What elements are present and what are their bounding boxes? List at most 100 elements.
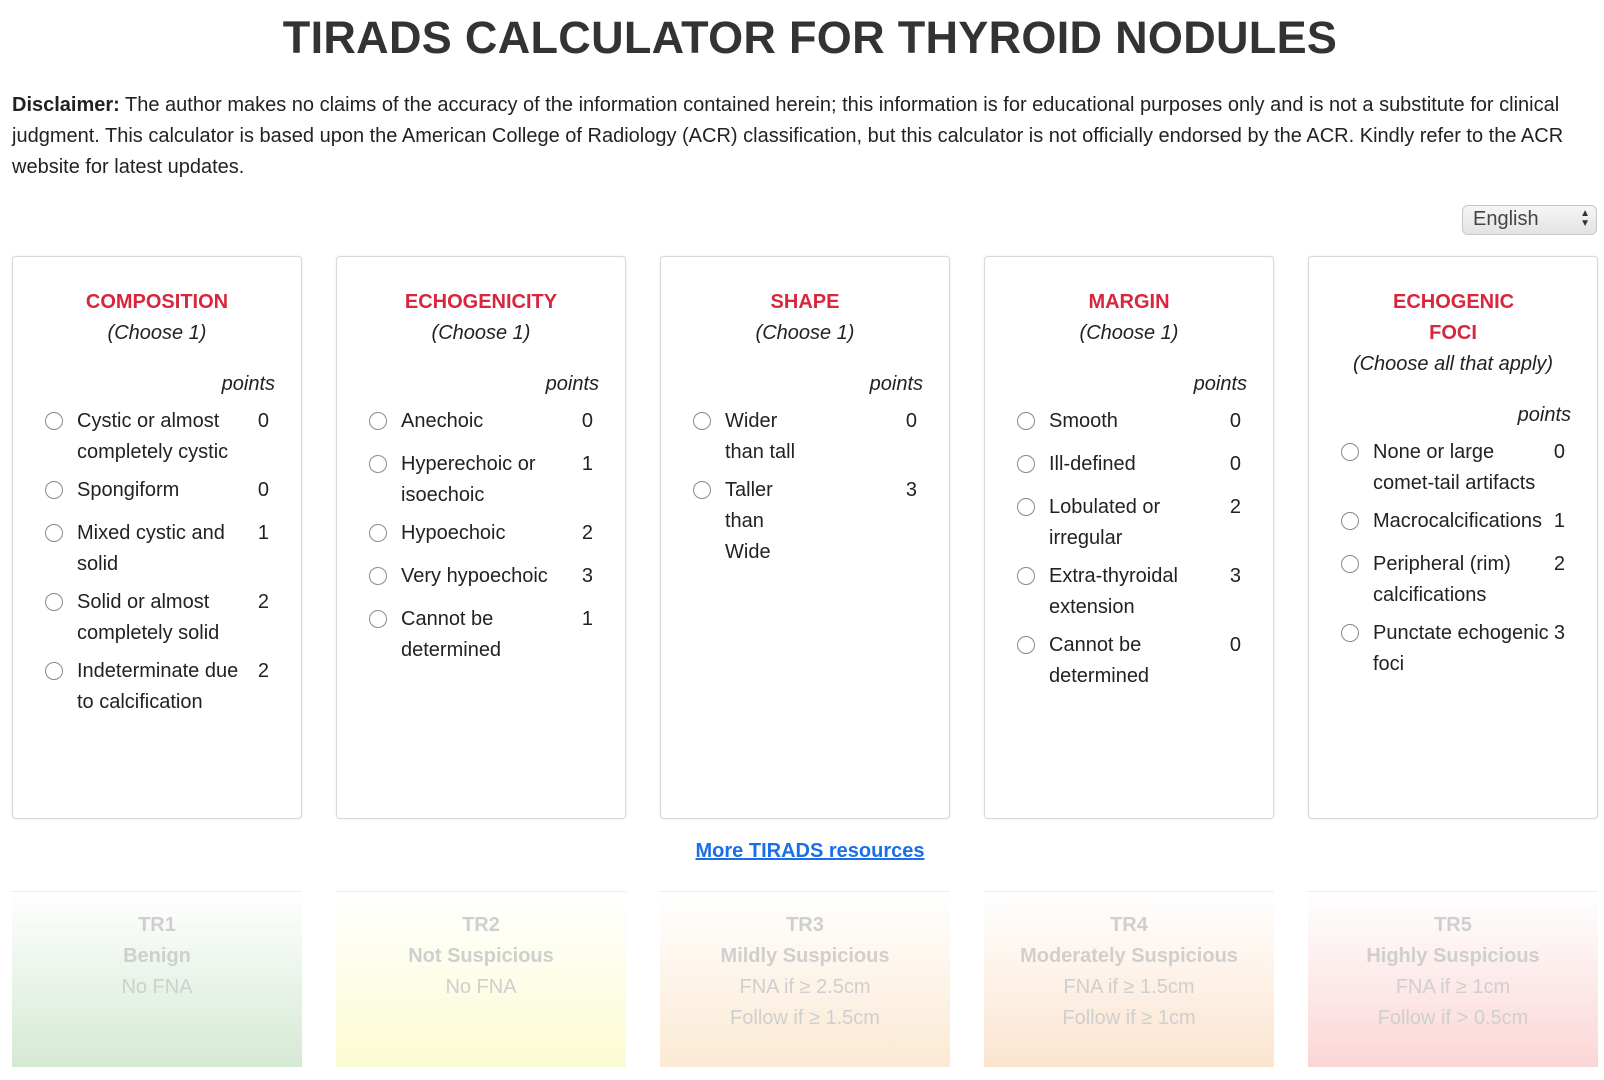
tr-recommendation: No FNA <box>445 976 517 998</box>
option-points: 3 <box>1229 565 1241 587</box>
option-label: Cannot be determined <box>1049 634 1150 687</box>
option-points: 0 <box>1229 410 1241 432</box>
checkbox-button[interactable] <box>1341 512 1359 530</box>
radio-button[interactable] <box>1017 412 1035 430</box>
option-wider-than-tall[interactable]: Wider than tall 0 <box>661 406 949 468</box>
tr-name: Mildly Suspicious <box>720 945 890 967</box>
disclaimer-label: Disclaimer: <box>12 94 120 116</box>
radio-button[interactable] <box>693 481 711 499</box>
card-header: ECHOGENIC FOCI (Choose all that apply) <box>1309 257 1597 380</box>
option-cystic-or-almost-completely-cystic[interactable]: Cystic or almost completely cystic 0 <box>13 406 301 468</box>
option-points: 0 <box>257 410 269 432</box>
option-punctate-echogenic-foci[interactable]: Punctate echogenic foci 3 <box>1309 618 1597 680</box>
tr-level-tr1: TR1 Benign No FNA <box>12 891 302 1067</box>
language-selected: English <box>1473 208 1539 230</box>
option-points: 1 <box>581 453 593 475</box>
tr-level-tr4: TR4 Moderately Suspicious FNA if ≥ 1.5cm Fo… <box>984 891 1274 1067</box>
option-none-or-large-comet-tail-artifacts[interactable]: None or large comet-tail artifacts 0 <box>1309 437 1597 499</box>
option-label: Spongiform <box>77 479 180 501</box>
option-peripheral-rim-calcifications[interactable]: Peripheral (rim) calcifications 2 <box>1309 549 1597 611</box>
option-cannot-be-determined[interactable]: Cannot be determined 1 <box>337 604 625 666</box>
card-title: SHAPE <box>770 291 840 313</box>
option-indeterminate-due-to-calcification[interactable]: Indeterminate due to calcification 2 <box>13 656 301 718</box>
option-hyperechoic-or-isoechoic[interactable]: Hyperechoic or isoechoic 1 <box>337 449 625 511</box>
card-shape: SHAPE (Choose 1) points Wider than tall 0 Tal… <box>660 256 950 819</box>
option-ill-defined[interactable]: Ill-defined 0 <box>985 449 1273 485</box>
card-subtitle: (Choose 1) <box>431 322 531 344</box>
radio-button[interactable] <box>1017 636 1035 654</box>
radio-button[interactable] <box>45 662 63 680</box>
tr-level-tr3: TR3 Mildly Suspicious FNA if ≥ 2.5cm Follow… <box>660 891 950 1067</box>
option-lobulated-or-irregular[interactable]: Lobulated or irregular 2 <box>985 492 1273 554</box>
option-label: Punctate echogenic foci <box>1373 622 1549 675</box>
tr-name: Benign <box>123 945 191 967</box>
option-cannot-be-determined[interactable]: Cannot be determined 0 <box>985 630 1273 692</box>
radio-button[interactable] <box>45 481 63 499</box>
option-taller-than-wide[interactable]: Taller than Wide 3 <box>661 475 949 568</box>
radio-button[interactable] <box>1017 498 1035 516</box>
option-points: 0 <box>1229 634 1241 656</box>
radio-button[interactable] <box>369 524 387 542</box>
option-spongiform[interactable]: Spongiform 0 <box>13 475 301 511</box>
option-points: 0 <box>581 410 593 432</box>
points-header: points <box>221 373 275 395</box>
language-select[interactable]: English ▲ ▼ <box>1462 205 1597 235</box>
option-extra-thyroidal-extension[interactable]: Extra-thyroidal extension 3 <box>985 561 1273 623</box>
disclaimer-text: The author makes no claims of the accura… <box>12 94 1564 178</box>
card-header: ECHOGENICITY (Choose 1) <box>337 257 625 349</box>
radio-button[interactable] <box>45 593 63 611</box>
card-header: SHAPE (Choose 1) <box>661 257 949 349</box>
card-title: MARGIN <box>1088 291 1170 313</box>
option-label: Mixed cystic and solid <box>77 522 225 575</box>
option-label: Lobulated or irregular <box>1049 496 1161 549</box>
tr-code: TR1 <box>138 914 176 936</box>
tr-recommendation: Follow if ≥ 1cm <box>1062 1007 1196 1029</box>
checkbox-button[interactable] <box>1341 624 1359 642</box>
tr-recommendation: Follow if ≥ 1.5cm <box>730 1007 880 1029</box>
radio-button[interactable] <box>369 610 387 628</box>
option-points: 2 <box>1229 496 1241 518</box>
card-title: ECHOGENIC FOCI <box>1393 291 1515 344</box>
option-points: 2 <box>257 660 269 682</box>
radio-button[interactable] <box>369 455 387 473</box>
option-macrocalcifications[interactable]: Macrocalcifications 1 <box>1309 506 1597 542</box>
option-solid-or-almost-completely-solid[interactable]: Solid or almost completely solid 2 <box>13 587 301 649</box>
option-label: Smooth <box>1049 410 1118 432</box>
tr-code: TR4 <box>1110 914 1148 936</box>
option-label: Hyperechoic or isoechoic <box>401 453 536 506</box>
radio-button[interactable] <box>45 412 63 430</box>
tr-level-tr5: TR5 Highly Suspicious FNA if ≥ 1cm Follow i… <box>1308 891 1598 1067</box>
option-hypoechoic[interactable]: Hypoechoic 2 <box>337 518 625 554</box>
tr-recommendation: Follow if > 0.5cm <box>1377 1007 1529 1029</box>
option-label: Macrocalcifications <box>1373 510 1542 532</box>
radio-button[interactable] <box>1017 567 1035 585</box>
option-points: 1 <box>1553 510 1565 532</box>
option-label: Wider than tall <box>725 410 796 463</box>
points-header: points <box>1193 373 1247 395</box>
option-label: Extra-thyroidal extension <box>1049 565 1178 618</box>
tr-recommendation: No FNA <box>121 976 193 998</box>
points-header: points <box>869 373 923 395</box>
more-resources-link[interactable]: More TIRADS resources <box>695 840 925 862</box>
tr-code: TR3 <box>786 914 824 936</box>
card-header: COMPOSITION (Choose 1) <box>13 257 301 349</box>
option-points: 0 <box>257 479 269 501</box>
radio-button[interactable] <box>369 567 387 585</box>
checkbox-button[interactable] <box>1341 555 1359 573</box>
option-label: Peripheral (rim) calcifications <box>1373 553 1511 606</box>
tr-name: Moderately Suspicious <box>1020 945 1238 967</box>
radio-button[interactable] <box>369 412 387 430</box>
option-anechoic[interactable]: Anechoic 0 <box>337 406 625 442</box>
radio-button[interactable] <box>1017 455 1035 473</box>
option-smooth[interactable]: Smooth 0 <box>985 406 1273 442</box>
radio-button[interactable] <box>45 524 63 542</box>
option-very-hypoechoic[interactable]: Very hypoechoic 3 <box>337 561 625 597</box>
card-composition: COMPOSITION (Choose 1) points Cystic or alm… <box>12 256 302 819</box>
option-points: 2 <box>257 591 269 613</box>
option-label: Hypoechoic <box>401 522 506 544</box>
option-label: Cannot be determined <box>401 608 502 661</box>
option-mixed-cystic-and-solid[interactable]: Mixed cystic and solid 1 <box>13 518 301 580</box>
radio-button[interactable] <box>693 412 711 430</box>
option-points: 3 <box>581 565 593 587</box>
checkbox-button[interactable] <box>1341 443 1359 461</box>
